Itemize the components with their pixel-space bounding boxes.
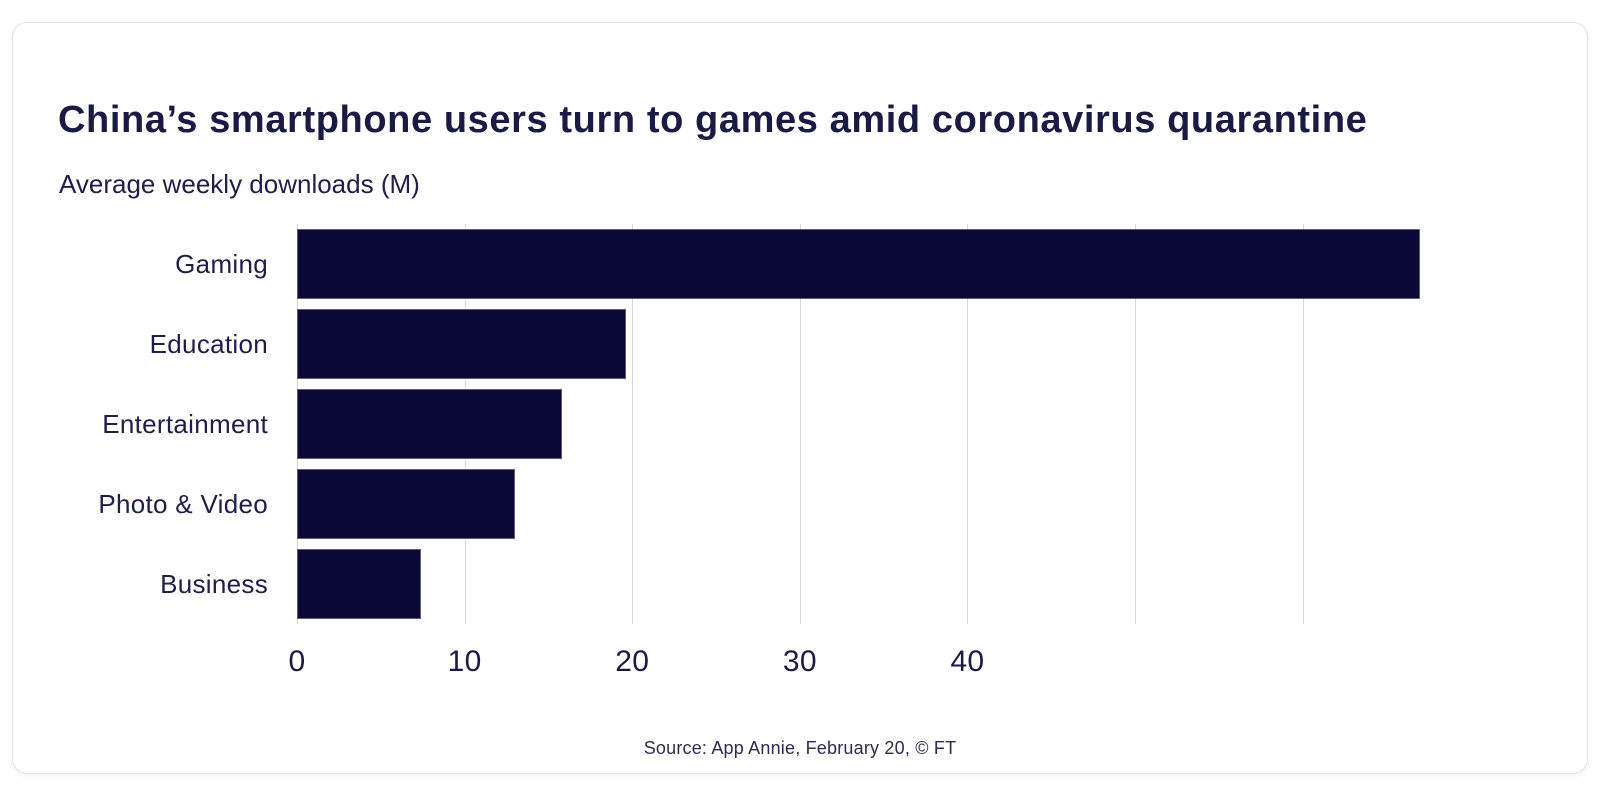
bar-row (297, 544, 1420, 624)
gridline-20 (632, 224, 634, 624)
category-label: Business (160, 568, 268, 599)
bar-photo-video (297, 469, 515, 539)
category-label: Gaming (175, 248, 268, 279)
bar-gaming (297, 229, 1420, 299)
chart-card: China’s smartphone users turn to games a… (12, 22, 1588, 774)
source-note: Source: App Annie, February 20, © FT (643, 738, 957, 758)
bar-education (297, 309, 626, 379)
gridline-50 (1135, 224, 1137, 624)
gridline-60 (1302, 224, 1304, 624)
category-axis: Gaming Education Entertainment Photo & Vide… (25, 224, 268, 624)
category-label: Education (149, 328, 268, 359)
bar-row (297, 304, 1420, 384)
category-label: Entertainment (102, 408, 268, 439)
chart-title: China’s smartphone users turn to games a… (58, 99, 1368, 141)
chart-subtitle: Average weekly downloads (M) (59, 169, 420, 199)
bar-row (297, 224, 1420, 304)
plot-area (297, 224, 1420, 624)
bar-entertainment (297, 389, 562, 459)
bar-business (297, 549, 422, 619)
bar-series (297, 224, 1420, 624)
bar-row (297, 384, 1420, 464)
x-tick-label-30: 30 (782, 645, 817, 678)
category-label: Photo & Video (98, 488, 268, 519)
x-axis-ticks: 0 10 20 30 40 (289, 645, 1420, 685)
x-tick-label-20: 20 (615, 645, 650, 678)
bar-row (297, 464, 1420, 544)
x-tick-label-10: 10 (447, 645, 482, 678)
gridline-40 (967, 224, 969, 624)
x-tick-label-40: 40 (950, 645, 985, 678)
x-tick-label-0: 0 (288, 645, 306, 678)
gridline-30 (799, 224, 801, 624)
